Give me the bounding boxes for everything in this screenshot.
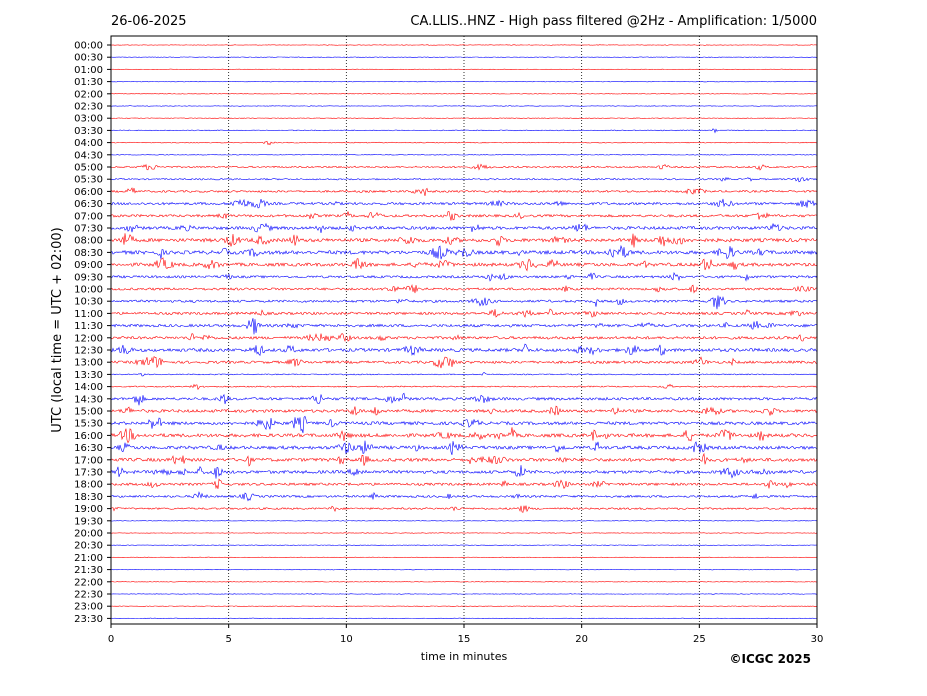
x-axis-ticks: 0 5 10 15 20 25 30 [108,624,824,645]
y-tick-label: 18:00 [74,480,103,491]
seismic-trace-row [110,163,818,171]
y-tick-label: 17:30 [74,468,103,479]
y-axis-label: UTC (local time = UTC + 02:00) [50,227,65,432]
y-tick-label: 07:30 [74,224,103,235]
seismic-trace-row [110,505,818,513]
copyright-text: ©ICGC 2025 [729,652,811,666]
y-tick-label: 08:30 [74,248,103,259]
seismic-trace-row [110,556,818,559]
y-tick-label: 15:00 [74,407,103,418]
x-tick-label: 30 [811,634,824,645]
seismic-trace-row [110,187,818,196]
seismic-trace-row [110,372,818,377]
y-tick-label: 23:00 [74,602,103,613]
y-tick-label: 19:00 [74,504,103,515]
seismic-trace-row [110,343,818,356]
seismic-trace-row [110,415,818,434]
y-tick-label: 20:30 [74,541,103,552]
y-tick-label: 11:00 [74,309,103,320]
seismic-traces [110,44,818,620]
y-tick-label: 04:30 [74,150,103,161]
x-tick-label: 25 [693,634,706,645]
y-tick-label: 04:00 [74,138,103,149]
y-tick-label: 00:30 [74,53,103,64]
y-tick-label: 20:00 [74,529,103,540]
y-tick-label: 06:00 [74,187,103,198]
y-tick-label: 16:30 [74,443,103,454]
y-tick-label: 14:00 [74,382,103,393]
y-tick-label: 22:30 [74,590,103,601]
seismic-trace-row [110,491,818,502]
y-tick-label: 11:30 [74,321,103,332]
seismic-trace-row [110,520,818,522]
y-tick-label: 00:00 [74,41,103,52]
seismic-trace-row [110,308,818,318]
seismic-trace-row [110,154,818,156]
seismic-trace-row [110,140,817,146]
seismic-trace-row [110,176,818,183]
y-tick-label: 22:00 [74,577,103,588]
y-tick-label: 13:30 [74,370,103,381]
y-tick-label: 09:30 [74,272,103,283]
seismic-trace-row [110,244,818,260]
chart-title: CA.LLIS..HNZ - High pass filtered @2Hz -… [410,14,817,29]
y-tick-label: 01:30 [74,77,103,88]
y-tick-label: 17:00 [74,455,103,466]
y-tick-label: 09:00 [74,260,103,271]
y-tick-label: 03:30 [74,126,103,137]
seismic-trace-row [110,333,818,343]
seismic-trace-row [110,233,818,248]
seismic-trace-row [111,544,818,546]
seismic-trace-row [110,318,818,335]
seismic-trace-row [110,581,818,583]
chart-date: 26-06-2025 [111,14,187,29]
y-tick-label: 21:30 [74,565,103,576]
seismic-trace-row [111,383,818,391]
y-tick-label: 16:00 [74,431,103,442]
y-tick-label: 23:30 [74,614,103,625]
y-tick-label: 08:00 [74,236,103,247]
y-tick-label: 13:00 [74,358,103,369]
seismic-trace-row [110,117,818,119]
y-tick-label: 05:30 [74,175,103,186]
y-tick-label: 02:30 [74,102,103,113]
y-tick-label: 02:00 [74,89,103,100]
minute-gridlines [228,36,700,624]
seismic-trace-row [110,198,818,209]
y-tick-label: 12:30 [74,346,103,357]
y-tick-label: 06:30 [74,199,103,210]
y-tick-label: 03:00 [74,114,103,125]
y-tick-label: 01:00 [74,65,103,76]
y-tick-label: 19:30 [74,516,103,527]
x-tick-label: 5 [225,634,231,645]
seismic-trace-row [110,568,818,571]
plot-frame [110,35,818,625]
y-tick-label: 10:30 [74,297,103,308]
y-tick-label: 12:00 [74,333,103,344]
y-tick-label: 10:00 [74,285,103,296]
y-tick-label: 21:00 [74,553,103,564]
x-tick-label: 0 [108,634,114,645]
x-tick-label: 15 [458,634,471,645]
y-tick-label: 05:00 [74,163,103,174]
y-tick-label: 14:30 [74,394,103,405]
y-tick-label: 15:30 [74,419,103,430]
seismic-trace-row [110,532,818,534]
x-axis-label: time in minutes [421,650,508,663]
y-tick-label: 18:30 [74,492,103,503]
x-tick-label: 20 [575,634,588,645]
y-tick-label: 07:00 [74,211,103,222]
x-tick-label: 10 [340,634,353,645]
seismic-trace-row [110,128,818,134]
